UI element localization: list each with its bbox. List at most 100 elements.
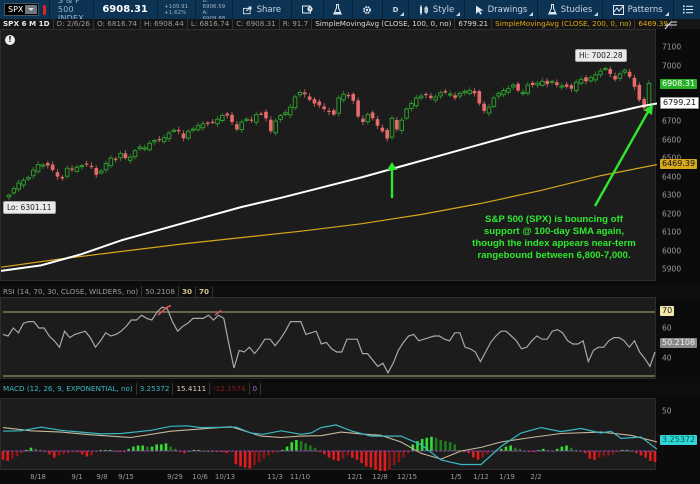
y-tick: 6700 xyxy=(662,116,682,126)
patterns-button[interactable]: Patterns xyxy=(606,0,670,19)
x-tick: 9/1 xyxy=(71,473,83,481)
annotation-line: though the index appears near-term xyxy=(472,238,636,249)
price-chart-canvas[interactable] xyxy=(1,30,657,282)
y-tick: 6200 xyxy=(662,209,682,218)
rsi-label[interactable]: RSI (14, 70, 30, CLOSE, WILDERS, no) xyxy=(0,286,143,298)
sma200-study-label[interactable]: SimpleMovingAvg (CLOSE, 200, 0, no) xyxy=(492,19,636,29)
x-tick: 8/18 xyxy=(30,473,46,481)
alert-icon xyxy=(301,5,313,13)
dropdown-caret-icon xyxy=(529,12,534,16)
bid-ask: B: 6906.59 A: 6909.88 xyxy=(199,0,230,22)
link-icon[interactable] xyxy=(43,4,46,15)
style-label: Style xyxy=(432,4,455,15)
x-tick: 11/3 xyxy=(267,473,283,481)
time-axis[interactable]: 8/18 9/1 9/8 9/15 9/29 10/6 10/13 11/3 1… xyxy=(0,471,700,484)
menu-button[interactable] xyxy=(676,0,700,19)
x-tick: 1/12 xyxy=(473,473,489,481)
sma200-study-value: 6469.39 xyxy=(635,19,673,29)
annotation-line: support @ 100-day SMA again, xyxy=(483,226,625,237)
change-pct: +1.62% xyxy=(164,9,187,16)
share-icon xyxy=(242,6,252,14)
macd-avg: 15.4111 xyxy=(173,383,211,395)
dropdown-caret-icon xyxy=(400,12,405,16)
flask-icon xyxy=(332,4,342,15)
studies-label: Studies xyxy=(560,4,593,15)
annotation-line: S&P 500 (SPX) is bouncing off xyxy=(485,214,623,225)
y-tick: 6100 xyxy=(662,227,682,237)
patterns-label: Patterns xyxy=(627,4,663,15)
instrument-name: S & P 500 INDEX xyxy=(57,0,84,23)
macd-value: 3.25372 xyxy=(137,383,174,395)
bar-open: O: 6816.74 xyxy=(94,19,141,29)
macd-canvas[interactable] xyxy=(1,399,657,471)
x-tick: 1/5 xyxy=(450,473,462,481)
last-price: 6908.31 xyxy=(102,4,148,15)
macd-panel[interactable] xyxy=(0,398,657,471)
price-study-header: SPX 6 M 1D D: 2/6/26 O: 6816.74 H: 6908.… xyxy=(0,19,700,29)
bar-range: R: 91.7 xyxy=(280,19,313,29)
drawings-button[interactable]: Drawings xyxy=(468,0,535,19)
patterns-icon xyxy=(612,4,624,15)
rsi-header: RSI (14, 70, 30, CLOSE, WILDERS, no) 50.… xyxy=(0,286,700,298)
y-tick: 60 xyxy=(662,323,672,333)
warning-icon[interactable]: ! xyxy=(5,35,15,45)
x-tick: 11/10 xyxy=(289,473,311,481)
x-tick: 1/19 xyxy=(499,473,515,481)
high-callout: Hi: 7002.28 xyxy=(575,49,627,62)
symbol-input[interactable]: SPX xyxy=(8,5,24,14)
price-axis[interactable]: 7100 7000 6800 6700 6600 6500 6400 6300 … xyxy=(658,29,700,281)
y-tick: 5900 xyxy=(662,264,682,274)
rsi-value-tag: 50.2108 xyxy=(660,338,698,348)
bid-price: B: 6906.59 xyxy=(202,0,226,10)
studies-button[interactable]: Studies xyxy=(541,0,600,19)
bar-high: H: 6908.44 xyxy=(141,19,188,29)
chart-mode-icon[interactable] xyxy=(664,20,678,30)
dropdown-caret-icon xyxy=(456,12,461,16)
gear-icon xyxy=(363,5,372,14)
x-tick: 12/1 xyxy=(347,473,363,481)
ask-price: A: 6909.88 xyxy=(202,9,226,22)
symbol-dropdown-icon[interactable] xyxy=(25,5,38,14)
y-tick: 6000 xyxy=(662,246,682,255)
cursor-icon xyxy=(475,5,483,15)
flask-button[interactable] xyxy=(326,0,349,19)
sma100-study-value: 6799.21 xyxy=(455,19,493,29)
menu-icon xyxy=(683,5,694,14)
style-button[interactable]: Style xyxy=(412,0,461,19)
rsi-oversold: 30 xyxy=(179,286,196,298)
x-tick: 10/13 xyxy=(214,473,236,481)
rsi-overbought: 70 xyxy=(196,286,213,298)
aggregation-label: D xyxy=(392,5,399,14)
rsi-panel[interactable] xyxy=(0,297,656,379)
low-callout: Lo: 6301.11 xyxy=(3,201,56,214)
macd-diff: -12.1574 xyxy=(210,383,250,395)
y-tick: 40 xyxy=(662,353,672,363)
change-abs: +109.91 xyxy=(164,3,189,10)
chart-toolbar: SPX S & P 500 INDEX 6908.31 +109.91 +1.6… xyxy=(0,0,700,23)
sma100-tag: 6799.21 xyxy=(660,97,700,109)
rsi-axis[interactable]: 70 60 50.2108 40 xyxy=(658,297,700,379)
sma100-study-label[interactable]: SimpleMovingAvg (CLOSE, 100, 0, no) xyxy=(312,19,456,29)
studies-flask-icon xyxy=(547,4,557,15)
x-tick: 9/8 xyxy=(96,473,108,481)
macd-axis[interactable]: 50 3.25372 xyxy=(658,398,700,470)
last-price-tag: 6908.31 xyxy=(660,78,698,89)
macd-label[interactable]: MACD (12, 26, 9, EXPONENTIAL, no) xyxy=(0,383,137,395)
alert-button[interactable] xyxy=(295,0,320,19)
share-button[interactable]: Share xyxy=(236,0,289,19)
rsi-canvas[interactable] xyxy=(1,298,657,380)
style-icon xyxy=(419,4,428,15)
x-tick: 9/29 xyxy=(167,473,183,481)
aggregation-button[interactable]: D xyxy=(386,0,406,19)
x-tick: 12/15 xyxy=(396,473,418,481)
symbol-selector[interactable]: SPX xyxy=(4,3,40,16)
macd-zero: 0 xyxy=(250,383,262,395)
y-tick: 7000 xyxy=(662,61,682,70)
y-tick: 6600 xyxy=(662,135,682,144)
rsi-70-tag: 70 xyxy=(660,306,675,316)
x-tick: 10/6 xyxy=(192,473,208,481)
chart-annotation: S&P 500 (SPX) is bouncing off support @ … xyxy=(449,214,659,262)
settings-button[interactable] xyxy=(355,0,379,19)
price-chart-panel[interactable] xyxy=(0,29,657,282)
